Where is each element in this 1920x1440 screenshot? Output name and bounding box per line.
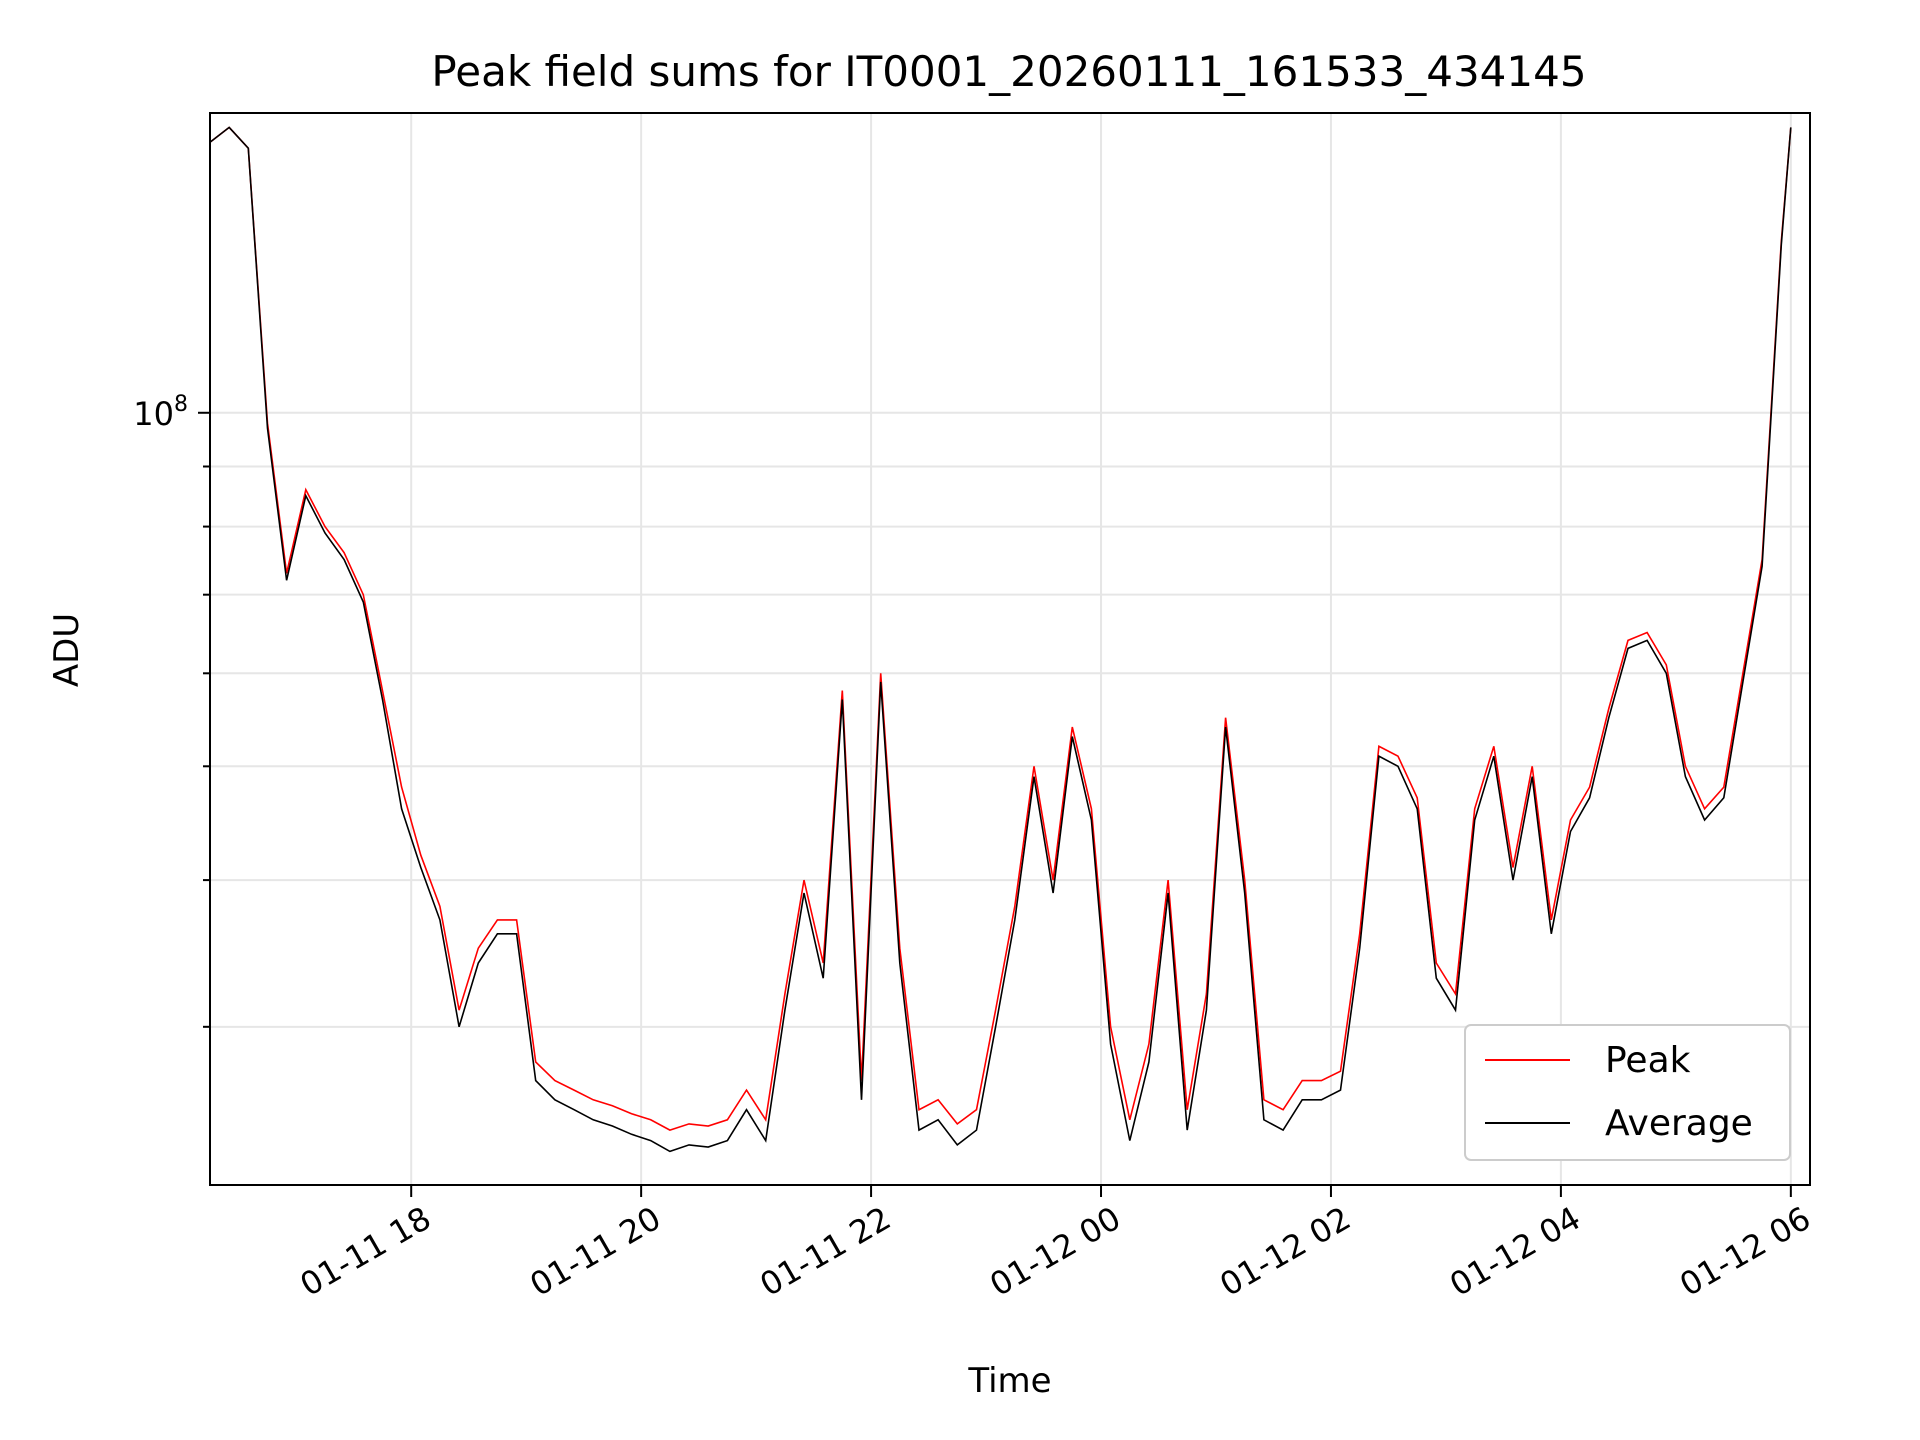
grid xyxy=(210,113,1810,1185)
legend-box xyxy=(1464,1024,1791,1161)
x-axis-label: Time xyxy=(967,1361,1051,1401)
chart-title: Peak field sums for IT0001_20260111_1615… xyxy=(431,47,1586,96)
legend-label-average: Average xyxy=(1605,1103,1753,1144)
plot-frame xyxy=(209,112,1811,1186)
legend: Peak Average xyxy=(1464,1024,1791,1161)
series-layer xyxy=(210,126,1792,1153)
series-line-peak xyxy=(210,126,1792,1131)
y-axis-ticks: 108 xyxy=(133,392,210,1028)
series-line-average xyxy=(210,126,1792,1153)
legend-label-peak: Peak xyxy=(1605,1040,1691,1081)
y-tick-label: 108 xyxy=(133,392,188,433)
y-axis-label: ADU xyxy=(47,613,87,687)
